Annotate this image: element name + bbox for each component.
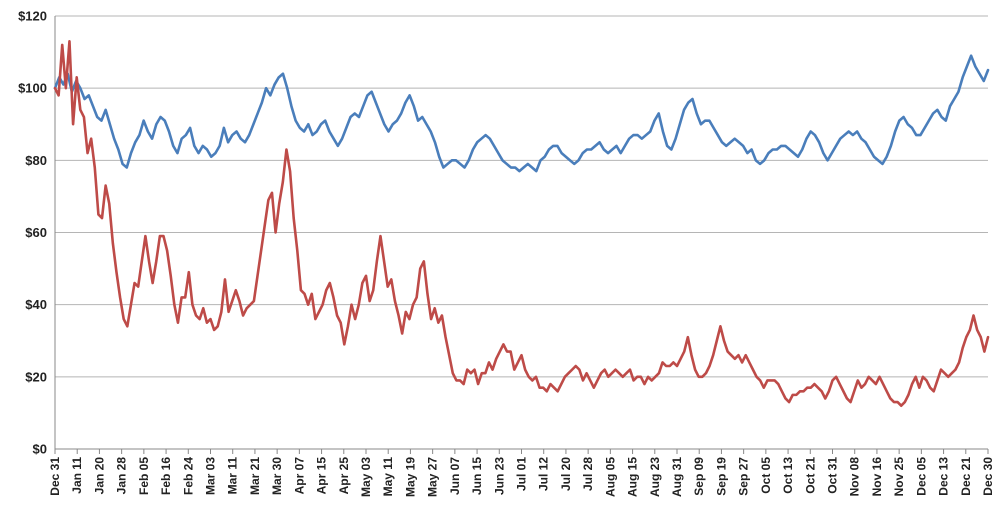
x-tick-label: Aug 05	[603, 457, 617, 497]
x-tick-label: Aug 15	[626, 457, 640, 497]
x-tick-label: Aug 23	[648, 457, 662, 497]
x-tick-label: May 27	[426, 457, 440, 497]
x-tick-label: Mar 11	[226, 457, 240, 495]
y-tick-label: $100	[18, 81, 47, 96]
x-tick-label: Jul 28	[581, 457, 595, 491]
x-tick-label: Jan 11	[70, 457, 84, 494]
x-tick-label: Dec 30	[981, 457, 995, 496]
x-tick-label: Jul 01	[515, 457, 529, 491]
x-tick-label: May 11	[381, 457, 395, 497]
x-axis: Dec 31 Jan 11 Jan 20 Jan 28 Feb 05 Feb 16 Feb …	[48, 449, 995, 497]
x-tick-label: Mar 30	[270, 457, 284, 495]
x-tick-label: Apr 15	[315, 457, 329, 495]
x-tick-label: Dec 21	[959, 457, 973, 496]
x-tick-label: Sep 19	[714, 457, 728, 496]
x-tick-label: Jan 20	[92, 457, 106, 495]
x-tick-label: May 19	[403, 457, 417, 497]
x-tick-label: Sep 27	[737, 457, 751, 496]
x-tick-label: Nov 08	[848, 457, 862, 497]
x-tick-label: Oct 21	[803, 457, 817, 494]
x-tick-label: Dec 13	[937, 457, 951, 496]
gridlines	[54, 15, 988, 450]
x-tick-label: Mar 03	[204, 457, 218, 495]
y-tick-label: $40	[25, 297, 47, 312]
x-tick-label: Dec 05	[914, 457, 928, 496]
y-tick-label: $0	[33, 442, 47, 457]
x-tick-label: Apr 07	[292, 457, 306, 495]
x-tick-label: Apr 25	[337, 457, 351, 495]
x-tick-label: Feb 24	[181, 457, 195, 495]
x-tick-label: Jul 20	[559, 457, 573, 491]
series-line-2	[53, 39, 990, 408]
series-lines	[53, 39, 990, 408]
x-tick-label: Feb 05	[137, 457, 151, 495]
x-tick-label: Oct 13	[781, 457, 795, 494]
x-tick-label: Jun 15	[470, 457, 484, 495]
y-tick-label: $80	[25, 153, 47, 168]
x-tick-label: Dec 31	[48, 457, 62, 496]
x-tick-label: Oct 05	[759, 457, 773, 494]
x-tick-label: Mar 21	[248, 457, 262, 495]
x-tick-label: Nov 25	[892, 457, 906, 497]
x-tick-label: Aug 31	[670, 457, 684, 497]
x-tick-label: Jun 07	[448, 457, 462, 495]
y-tick-label: $60	[25, 225, 47, 240]
x-tick-label: Oct 31	[826, 457, 840, 494]
x-tick-label: Feb 16	[159, 457, 173, 495]
x-tick-label: May 03	[359, 457, 373, 497]
series-line-1	[53, 54, 990, 173]
x-tick-label: Nov 16	[870, 457, 884, 497]
x-tick-label: Jul 12	[537, 457, 551, 491]
y-tick-label: $120	[18, 9, 47, 24]
x-tick-label: Jun 23	[492, 457, 506, 495]
y-tick-label: $20	[25, 369, 47, 384]
x-tick-label: Sep 09	[692, 457, 706, 496]
y-axis: $0 $20 $40 $60 $80 $100 $120	[18, 9, 47, 457]
x-tick-label: Jan 28	[115, 457, 129, 495]
